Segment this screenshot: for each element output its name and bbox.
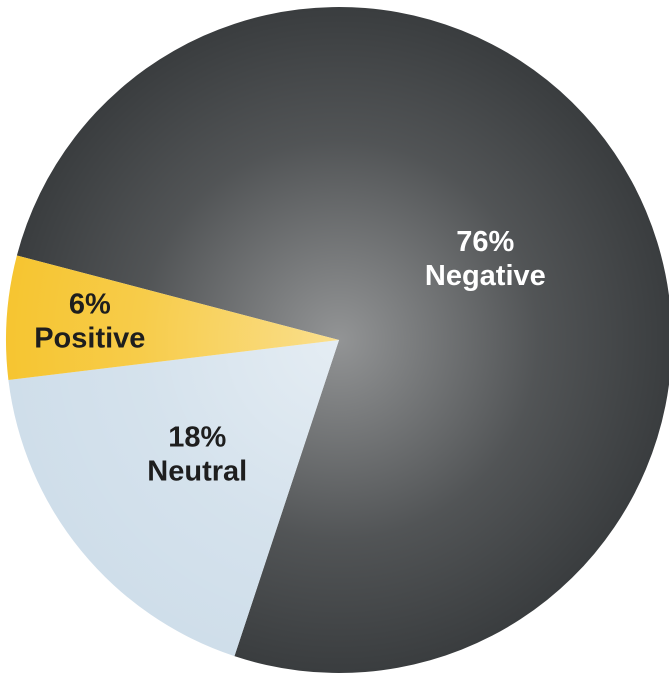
labels: 76%Negative 18%Neutral 6%Positive xyxy=(34,226,546,487)
category-label: Positive xyxy=(34,323,145,355)
category-label: Neutral xyxy=(147,456,247,488)
value-label: 76% xyxy=(456,226,514,258)
value-label: 18% xyxy=(168,422,226,454)
category-label: Negative xyxy=(425,260,546,292)
value-label: 6% xyxy=(69,289,111,321)
